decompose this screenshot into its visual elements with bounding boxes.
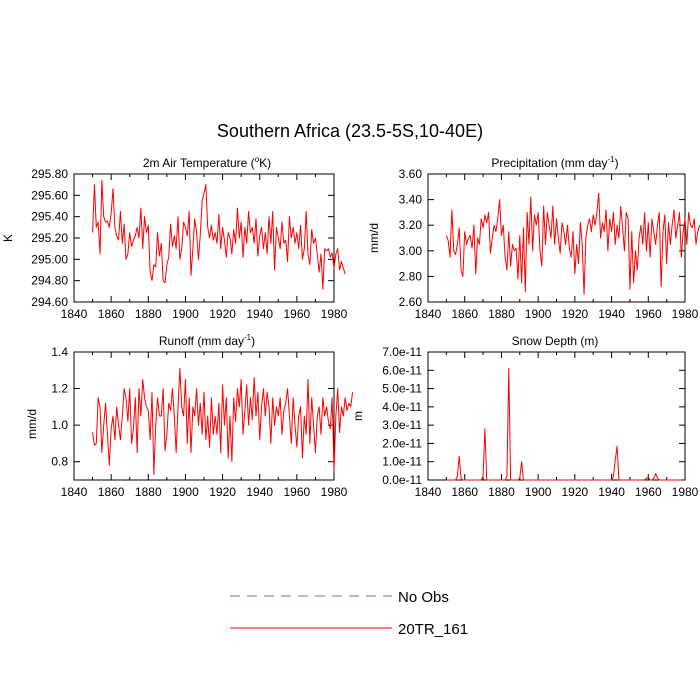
x-tick-label: 1980 <box>672 307 699 321</box>
legend-label-no-obs: No Obs <box>398 589 449 606</box>
x-tick-label: 1840 <box>415 485 442 499</box>
y-tick-label: 1.2 <box>51 382 68 396</box>
x-tick-label: 1880 <box>135 485 162 499</box>
y-tick-label: 0.0e-11 <box>382 473 422 487</box>
plot-area: 1840 1860 1880 1900 1920 1940 1960 1980 2.60 2.80… <box>399 167 700 321</box>
y-tick-label: 1.0e-11 <box>382 455 422 469</box>
x-tick-label: 1900 <box>172 307 199 321</box>
series-line-20tr-161 <box>445 192 700 295</box>
x-tick-label: 1880 <box>488 307 515 321</box>
x-tick-label: 1900 <box>172 485 199 499</box>
figure-title: Southern Africa (23.5-5S,10-40E) <box>217 121 483 141</box>
x-tick-label: 1860 <box>98 485 125 499</box>
panel-title-superscript: -1 <box>244 333 252 342</box>
panel-snow-depth: Snow Depth (m) m 1840 1860 1880 1900 1920 194… <box>351 334 699 499</box>
y-tick-label: 295.00 <box>31 252 68 266</box>
x-tick-label: 1980 <box>672 485 699 499</box>
y-tick-label: 3.00 <box>399 244 423 258</box>
plot-area: 1840 1860 1880 1900 1920 1940 1960 1980 0.8 1.0 1.… <box>51 345 354 499</box>
legend: No Obs 20TR_161 <box>230 589 468 638</box>
y-tick-label: 1.4 <box>51 345 68 359</box>
x-tick-label: 1940 <box>246 485 273 499</box>
x-tick-label: 1920 <box>209 485 236 499</box>
y-tick-label: 0.8 <box>51 455 68 469</box>
x-tick-label: 1860 <box>451 307 478 321</box>
legend-label-20tr-161: 20TR_161 <box>398 621 468 638</box>
x-tick-label: 1840 <box>415 307 442 321</box>
series-line-20tr-161 <box>92 367 354 476</box>
x-tick-label: 1960 <box>284 485 311 499</box>
y-tick-label: 1.0 <box>51 418 68 432</box>
x-tick-label: 1920 <box>562 485 589 499</box>
panel-air-temperature: 2m Air Temperature (oK) K 1840 1860 1880 19… <box>1 155 348 321</box>
y-tick-label: 295.40 <box>31 210 68 224</box>
y-tick-label: 3.20 <box>399 218 423 232</box>
x-tick-label: 1940 <box>598 307 625 321</box>
y-tick-label: 2.80 <box>399 269 423 283</box>
y-tick-label: 294.80 <box>31 274 68 288</box>
y-tick-label: 5.0e-11 <box>382 382 422 396</box>
plot-area: 1840 1860 1880 1900 1920 1940 1960 1980 294.60 29… <box>31 167 347 321</box>
plot-frame <box>427 351 686 481</box>
y-tick-label: 295.60 <box>31 188 68 202</box>
y-tick-label: 7.0e-11 <box>382 345 422 359</box>
y-axis-label: K <box>1 234 15 242</box>
x-tick-label: 1900 <box>525 307 552 321</box>
x-tick-label: 1940 <box>598 485 625 499</box>
series-line-20tr-161 <box>92 179 346 290</box>
y-tick-label: 295.80 <box>31 167 68 181</box>
plot-frame <box>427 173 686 303</box>
y-axis-label: m <box>351 411 365 421</box>
x-tick-label: 1940 <box>246 307 273 321</box>
x-tick-label: 1840 <box>61 307 88 321</box>
y-axis-label: mm/d <box>25 409 39 439</box>
x-tick-label: 1860 <box>98 307 125 321</box>
x-tick-label: 1920 <box>209 307 236 321</box>
y-tick-label: 295.20 <box>31 231 68 245</box>
x-tick-label: 1920 <box>562 307 589 321</box>
y-tick-label: 3.60 <box>399 167 423 181</box>
x-tick-label: 1960 <box>635 307 662 321</box>
plot-area: 1840 1860 1880 1900 1920 1940 1960 1980 0.0e-11 1… <box>382 345 698 499</box>
x-tick-label: 1900 <box>525 485 552 499</box>
x-tick-label: 1840 <box>61 485 88 499</box>
series-line-20tr-161 <box>446 367 682 481</box>
x-tick-label: 1980 <box>321 307 348 321</box>
y-tick-label: 294.60 <box>31 295 68 309</box>
x-tick-label: 1980 <box>321 485 348 499</box>
x-tick-label: 1960 <box>284 307 311 321</box>
x-tick-label: 1880 <box>135 307 162 321</box>
y-tick-label: 3.0e-11 <box>382 418 422 432</box>
panel-title: Snow Depth (m) <box>512 334 599 348</box>
y-axis-label: mm/d <box>367 223 381 253</box>
panel-title-superscript: o <box>255 155 260 164</box>
y-tick-label: 3.40 <box>399 193 423 207</box>
panel-title-superscript: -1 <box>607 155 615 164</box>
x-tick-label: 1860 <box>451 485 478 499</box>
panel-precipitation: Precipitation (mm day-1) mm/d 1840 1860 18… <box>367 155 700 321</box>
panel-title: Runoff (mm day-1) <box>159 333 255 348</box>
panel-title: 2m Air Temperature (oK) <box>143 155 271 170</box>
y-tick-label: 6.0e-11 <box>382 363 422 377</box>
panel-title: Precipitation (mm day-1) <box>491 155 618 170</box>
y-tick-label: 2.60 <box>399 295 423 309</box>
x-tick-label: 1960 <box>635 485 662 499</box>
x-tick-label: 1880 <box>488 485 515 499</box>
y-tick-label: 2.0e-11 <box>382 436 422 450</box>
panel-runoff: Runoff (mm day-1) mm/d 1840 1860 1880 1900 1… <box>25 333 354 499</box>
y-tick-label: 4.0e-11 <box>382 400 422 414</box>
